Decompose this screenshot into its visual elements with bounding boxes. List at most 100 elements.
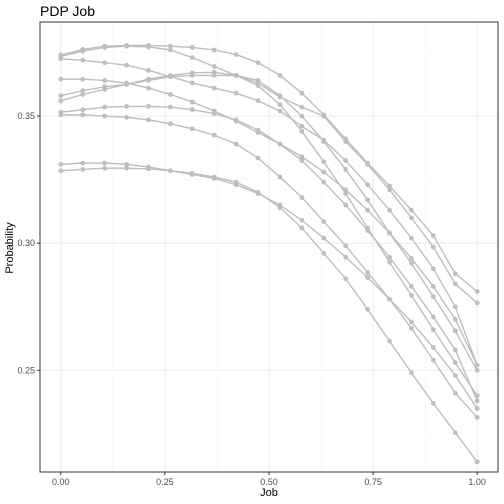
data-point — [452, 304, 458, 310]
data-point — [430, 294, 436, 299]
data-point — [80, 88, 86, 94]
data-point — [343, 202, 349, 208]
data-point — [299, 104, 305, 110]
data-point — [321, 169, 327, 175]
data-point — [299, 158, 305, 163]
data-point — [80, 57, 86, 63]
data-point — [430, 357, 436, 363]
data-point — [255, 60, 261, 66]
data-point — [321, 235, 327, 241]
data-point — [343, 243, 349, 249]
data-point — [146, 104, 151, 109]
data-point — [146, 85, 151, 91]
data-point — [387, 338, 392, 344]
data-point — [189, 70, 195, 76]
data-point — [102, 78, 108, 83]
data-point — [321, 139, 327, 144]
data-point — [409, 207, 414, 213]
data-point — [189, 170, 195, 176]
data-point — [102, 86, 108, 92]
data-point — [102, 113, 108, 119]
data-point — [409, 319, 414, 325]
data-point — [430, 233, 436, 238]
data-point — [430, 400, 436, 406]
data-point — [233, 141, 239, 147]
data-point — [146, 117, 151, 123]
data-point — [343, 191, 349, 197]
data-point — [299, 225, 305, 231]
data-point — [277, 102, 283, 108]
data-point — [452, 430, 458, 435]
data-point — [277, 174, 283, 180]
data-point — [233, 52, 239, 57]
data-point — [452, 317, 458, 322]
data-point — [409, 235, 414, 241]
data-point — [146, 166, 151, 172]
data-point — [277, 108, 283, 114]
data-point — [430, 244, 436, 250]
data-point — [387, 296, 392, 302]
data-point — [343, 167, 349, 172]
data-point — [343, 276, 349, 282]
data-point — [102, 60, 108, 66]
data-point — [277, 93, 283, 99]
data-point — [387, 183, 392, 189]
data-point — [233, 117, 239, 123]
data-point — [343, 254, 349, 260]
data-point — [211, 69, 217, 75]
data-point — [409, 292, 414, 298]
data-point — [124, 165, 129, 171]
chart-title: PDP Job — [40, 3, 95, 19]
data-point — [365, 161, 370, 167]
data-point — [321, 219, 327, 224]
data-point — [409, 284, 414, 289]
data-point — [146, 44, 151, 50]
data-point — [189, 80, 195, 86]
data-point — [80, 107, 86, 113]
data-point — [474, 289, 480, 294]
data-point — [365, 197, 370, 203]
data-point — [474, 398, 480, 404]
data-point — [452, 271, 458, 277]
data-point — [365, 275, 370, 280]
data-point — [124, 161, 129, 167]
data-point — [168, 104, 173, 110]
x-tick-label: 0.50 — [260, 477, 278, 487]
data-point — [365, 306, 370, 312]
data-point — [365, 270, 370, 275]
series-group — [58, 42, 480, 465]
data-point — [277, 205, 283, 210]
data-point — [58, 112, 64, 118]
data-point — [452, 372, 458, 378]
data-point — [255, 98, 261, 104]
data-point — [146, 76, 151, 82]
y-tick-label: 0.30 — [17, 238, 35, 248]
y-axis-title: Probability — [4, 222, 16, 274]
data-point — [233, 179, 239, 185]
data-point — [211, 64, 217, 69]
data-point — [277, 72, 283, 78]
data-point — [168, 168, 173, 174]
data-point — [255, 189, 261, 195]
data-point — [452, 360, 458, 366]
data-point — [299, 217, 305, 223]
data-point — [299, 123, 305, 129]
series-line — [60, 58, 478, 366]
data-point — [452, 328, 458, 334]
data-point — [299, 154, 305, 160]
data-point — [299, 195, 305, 200]
data-point — [124, 104, 129, 109]
data-point — [430, 284, 436, 289]
data-point — [189, 45, 195, 50]
data-point — [409, 261, 414, 266]
data-point — [452, 281, 458, 287]
data-point — [387, 187, 392, 193]
data-point — [124, 43, 129, 49]
y-axis: 0.25 0.30 0.35 — [17, 111, 40, 375]
data-point — [474, 300, 480, 306]
data-point — [430, 327, 436, 333]
data-point — [452, 390, 458, 396]
data-point — [102, 45, 108, 50]
data-point — [80, 112, 86, 118]
x-tick-label: 1.00 — [468, 477, 486, 487]
